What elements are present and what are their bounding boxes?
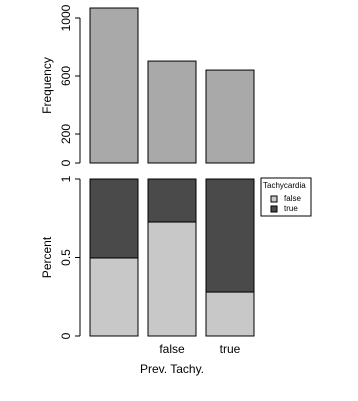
bar-segment — [89, 178, 139, 259]
bar — [147, 60, 197, 164]
y-tick-label: 600 — [59, 66, 73, 86]
y-axis-label: Percent — [40, 236, 54, 278]
bar-segment — [147, 178, 197, 223]
y-tick-label: 200 — [59, 124, 73, 144]
legend-swatch — [270, 195, 278, 203]
y-tick-label: 0 — [59, 159, 73, 166]
legend-swatch — [270, 205, 278, 213]
bar — [205, 69, 255, 164]
bar-segment — [205, 178, 255, 293]
bar — [89, 7, 139, 164]
x-axis-label: Prev. Tachy. — [140, 362, 204, 376]
x-tick-label: true — [220, 342, 241, 356]
bar-segment — [89, 257, 139, 337]
y-tick-label: 1 — [59, 175, 73, 182]
legend-label: false — [284, 194, 301, 203]
y-tick-label: 0.5 — [59, 249, 73, 266]
bar-segment — [147, 221, 197, 337]
y-tick-label: 1000 — [59, 4, 73, 31]
y-axis-label: Frequency — [40, 57, 54, 114]
y-tick-label: 0 — [59, 332, 73, 339]
legend-label: true — [284, 204, 298, 213]
bar-segment — [205, 291, 255, 337]
legend-box — [260, 177, 312, 217]
legend-title: Tachycardia — [263, 181, 306, 190]
x-tick-label: false — [159, 342, 185, 356]
